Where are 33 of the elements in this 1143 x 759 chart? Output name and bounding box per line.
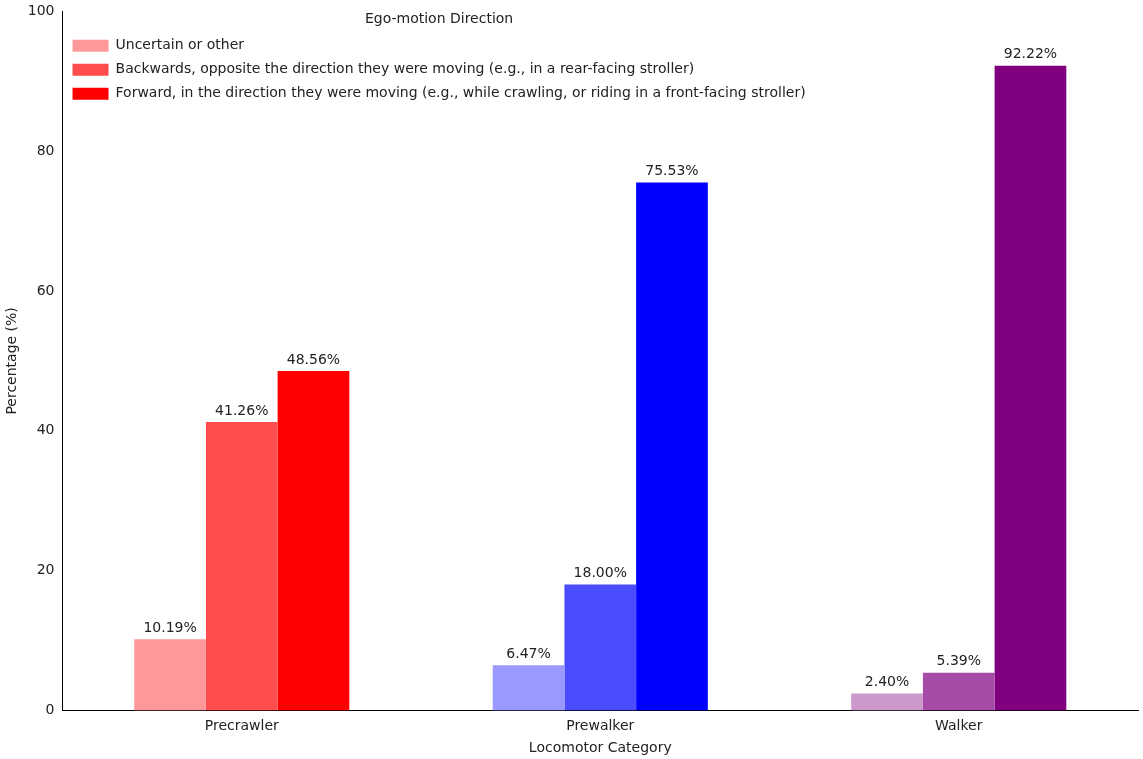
y-tick-label: 40 — [36, 421, 55, 438]
data-label: 92.22% — [1003, 45, 1058, 62]
legend-label: Backwards, opposite the direction they were moving (e.g., in a rear-facing stroller) — [115, 60, 695, 77]
bar — [492, 665, 565, 711]
y-axis-title: Percentage (%) — [3, 307, 20, 415]
data-label: 5.39% — [936, 652, 981, 669]
data-label: 18.00% — [573, 564, 627, 581]
bar — [564, 584, 637, 711]
y-tick-label: 0 — [45, 701, 55, 718]
bar — [851, 693, 923, 711]
x-axis-title: Locomotor Category — [528, 739, 672, 756]
y-tick-label: 100 — [27, 2, 55, 19]
y-tick-label: 20 — [36, 561, 55, 578]
legend-title: Ego-motion Direction — [364, 9, 514, 26]
data-label: 48.56% — [286, 350, 341, 367]
data-label: 6.47% — [506, 644, 551, 661]
bar — [205, 421, 278, 711]
data-label: 10.19% — [143, 618, 197, 635]
data-label: 41.26% — [215, 401, 269, 418]
legend-label: Uncertain or other — [115, 36, 245, 53]
data-label: 75.53% — [645, 162, 699, 179]
data-label: 2.40% — [864, 673, 910, 690]
bar — [277, 370, 350, 711]
x-tick-label: Walker — [935, 717, 983, 734]
x-tick-label: Prewalker — [566, 717, 635, 734]
y-tick-label: 80 — [36, 141, 55, 158]
y-tick-label: 60 — [36, 281, 55, 298]
bar — [922, 672, 995, 711]
legend-label: Forward, in the direction they were moving (e.g., while crawling, or riding in a front-facing stroller) — [115, 84, 806, 101]
bar — [134, 639, 206, 711]
x-tick-label: Precrawler — [204, 717, 280, 734]
bar — [994, 65, 1067, 711]
bar — [636, 182, 708, 711]
